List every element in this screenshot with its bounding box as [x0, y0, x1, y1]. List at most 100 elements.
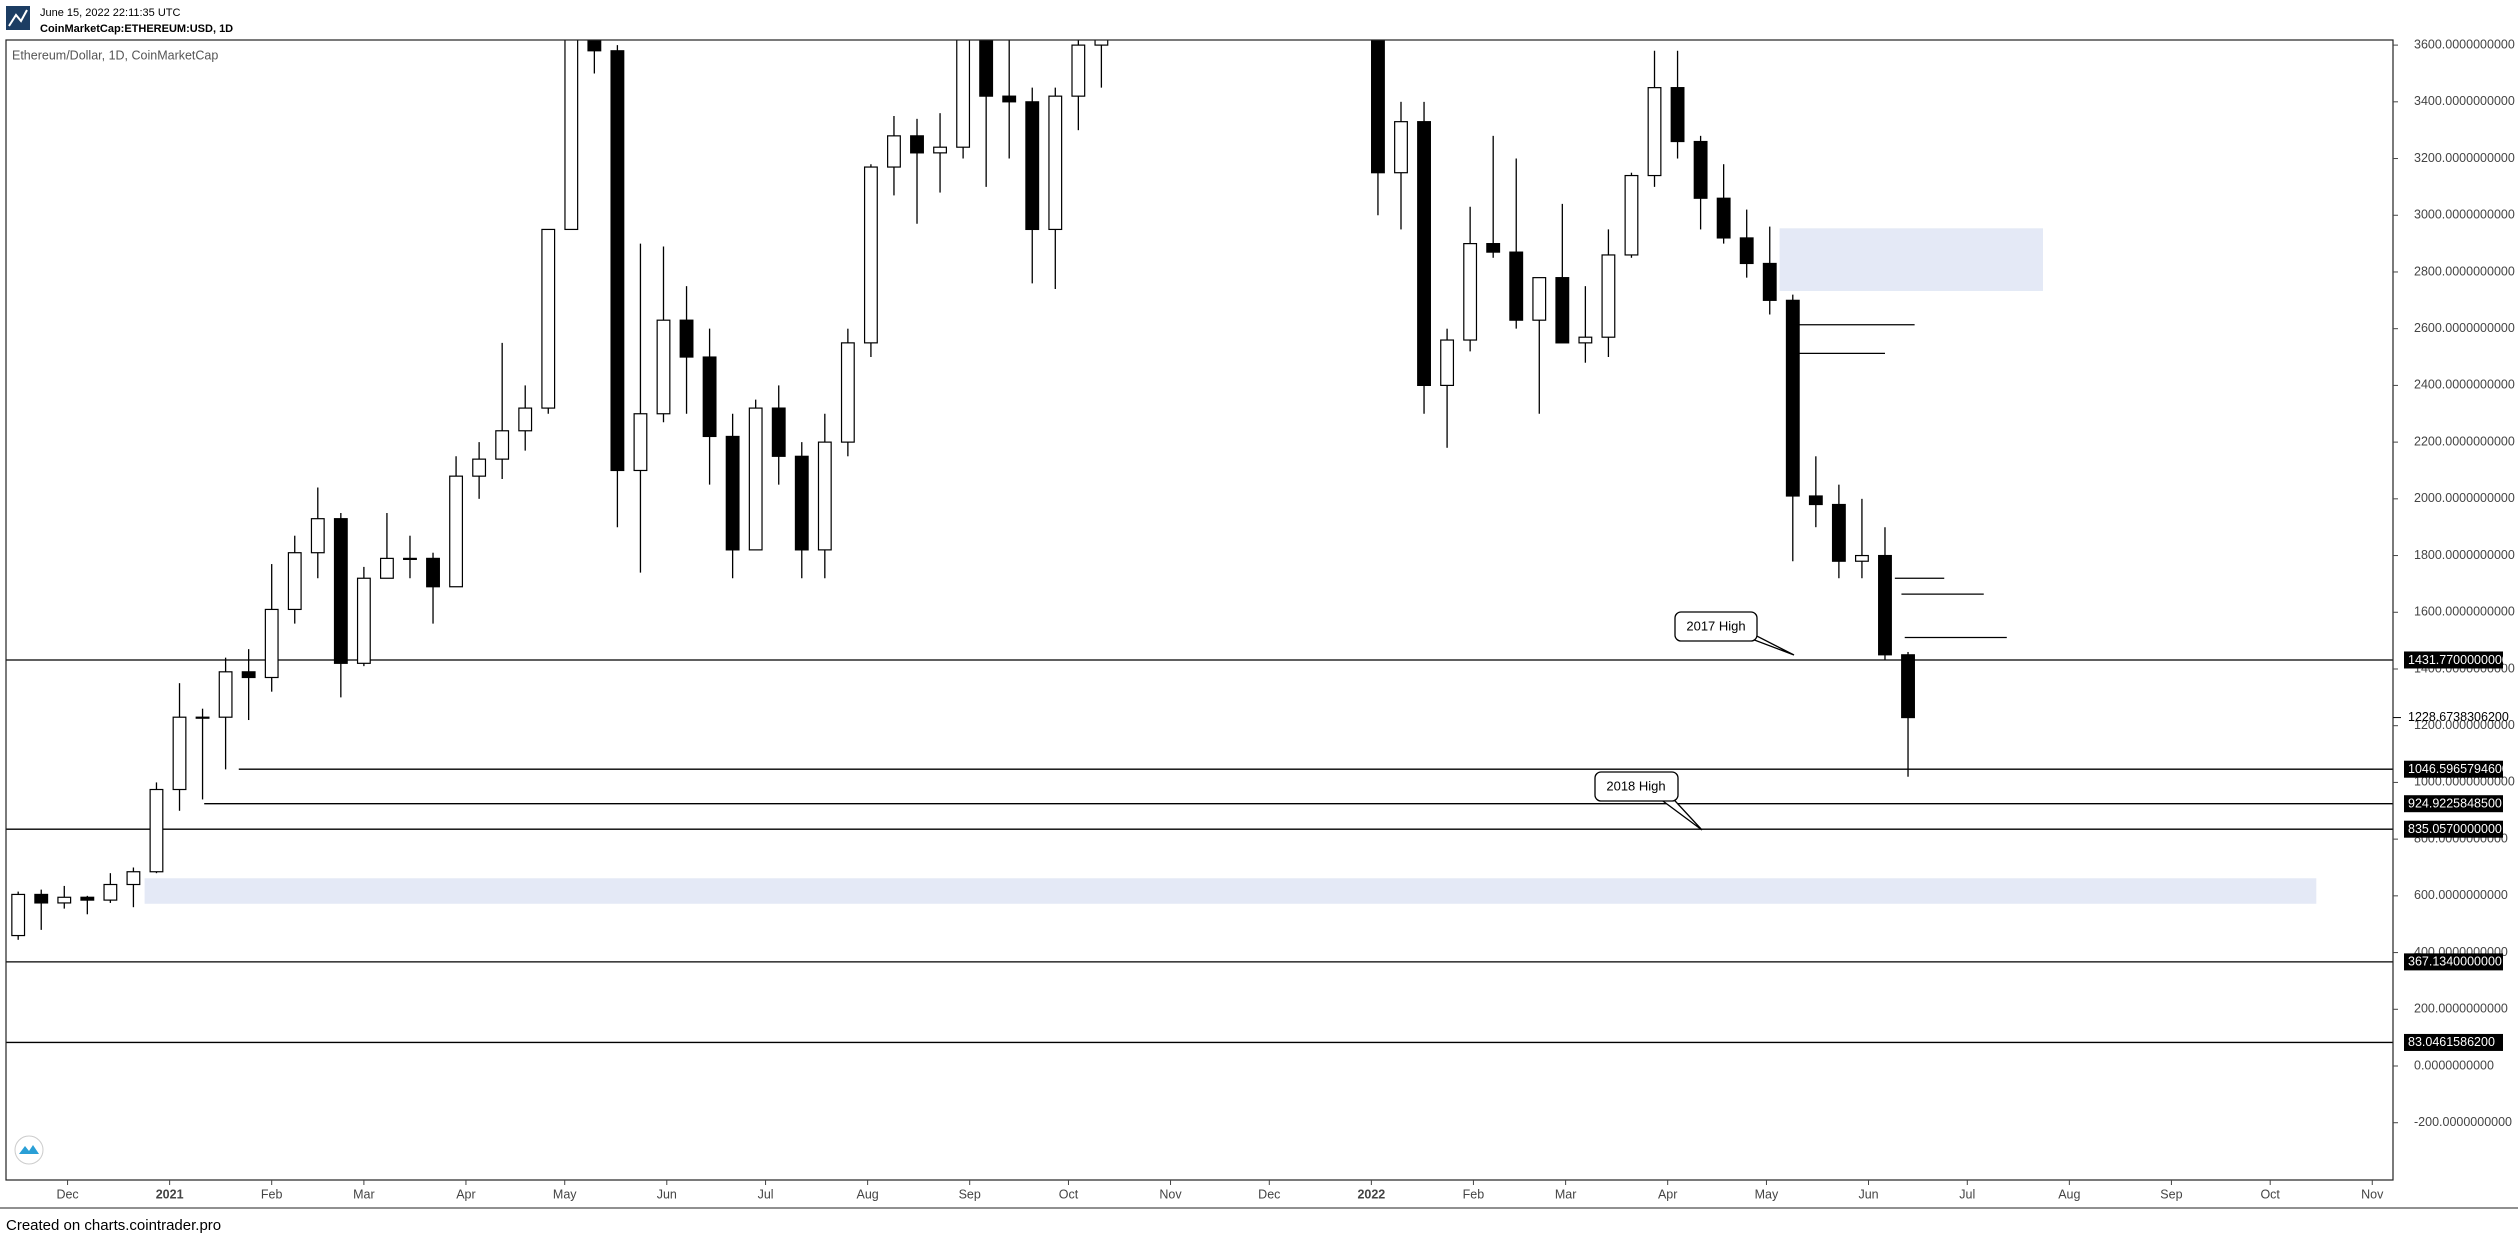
- y-tick-label: 2600.0000000000: [2414, 321, 2515, 335]
- candle-body: [1002, 95, 1017, 103]
- x-tick-label: Feb: [1463, 1187, 1485, 1201]
- candle-body: [817, 441, 832, 551]
- candle-body: [748, 407, 763, 551]
- callout-2017: 2017 High: [1674, 611, 1795, 656]
- x-tick-label: Jun: [657, 1187, 677, 1201]
- candle-body: [656, 319, 671, 415]
- level-label-box: [2404, 795, 2503, 813]
- candle-body: [1555, 277, 1570, 344]
- candle-body: [34, 893, 49, 904]
- candle-body: [1394, 121, 1408, 174]
- candle-body: [1025, 101, 1040, 231]
- y-tick-label: 1600.0000000000: [2414, 605, 2515, 619]
- candle-body: [472, 458, 487, 477]
- x-tick-label: Jun: [1858, 1187, 1878, 1201]
- level-label: 1431.7700000000: [2408, 653, 2509, 667]
- watermark-icon: [19, 1145, 39, 1154]
- candle-body: [241, 671, 256, 679]
- callout-box: [1594, 771, 1679, 802]
- candle-body: [1440, 339, 1455, 387]
- x-tick-label: Oct: [2260, 1187, 2280, 1201]
- candle-body: [1739, 237, 1754, 265]
- last-price-label: 1228.6738306200: [2408, 710, 2509, 724]
- x-tick-label: 2021: [156, 1187, 184, 1201]
- candle-body: [1463, 243, 1478, 341]
- candle-body: [910, 135, 924, 154]
- plot-border: [5, 39, 2394, 1181]
- x-tick-label: Mar: [353, 1187, 375, 1201]
- x-tick-label: May: [1755, 1187, 1779, 1201]
- candle-body: [771, 407, 786, 457]
- candle-body: [379, 557, 394, 579]
- candle-body: [610, 50, 625, 472]
- candle-body: [518, 407, 533, 432]
- candle-body: [863, 166, 878, 344]
- plot-area: [6, 40, 2393, 1044]
- candle-body: [1693, 140, 1708, 199]
- x-tick-label: Feb: [261, 1187, 283, 1201]
- candle-body: [633, 413, 648, 472]
- x-tick-label: Nov: [2361, 1187, 2384, 1201]
- x-tick-label: 2022: [1357, 1187, 1385, 1201]
- x-tick-label: Jul: [1959, 1187, 1975, 1201]
- x-tick-label: Mar: [1555, 1187, 1577, 1201]
- y-tick-label: 0.0000000000: [2414, 1058, 2494, 1072]
- zone: [144, 878, 2317, 904]
- candle-body: [587, 40, 602, 52]
- candle-body: [1371, 40, 1385, 174]
- x-tick-label: Sep: [2160, 1187, 2182, 1201]
- candle-body: [1624, 174, 1639, 256]
- logo-icon: [8, 9, 28, 27]
- y-tick-label: 3400.0000000000: [2414, 94, 2515, 108]
- x-tick-label: Oct: [1059, 1187, 1079, 1201]
- candle-body: [310, 518, 325, 554]
- candle-body: [1785, 299, 1800, 497]
- y-tick-label: 2200.0000000000: [2414, 434, 2515, 448]
- candle-body: [1831, 503, 1846, 562]
- x-tick-label: Nov: [1159, 1187, 1182, 1201]
- y-tick-label: 3200.0000000000: [2414, 151, 2515, 165]
- candle-body: [794, 455, 809, 551]
- candle-body: [1762, 262, 1777, 301]
- candle-body: [1878, 554, 1892, 656]
- x-tick-label: Jul: [758, 1187, 774, 1201]
- x-tick-label: Sep: [959, 1187, 981, 1201]
- candle-body: [103, 883, 118, 901]
- candle-body: [80, 896, 95, 901]
- timestamp: June 15, 2022 22:11:35 UTC: [40, 7, 181, 19]
- candle-body: [403, 557, 417, 560]
- candle-body: [1094, 40, 1109, 46]
- y-tick-label: 2800.0000000000: [2414, 264, 2515, 278]
- candle-body: [1647, 87, 1662, 177]
- y-tick-label: 3600.0000000000: [2414, 37, 2515, 51]
- candle-body: [887, 135, 901, 168]
- candle-body: [1486, 243, 1501, 253]
- candle-body: [979, 40, 994, 97]
- candle-body: [1417, 121, 1431, 387]
- x-tick-label: Apr: [1658, 1187, 1677, 1201]
- x-tick-label: Dec: [1258, 1187, 1280, 1201]
- y-tick-label: 600.0000000000: [2414, 888, 2508, 902]
- candle-body: [1509, 251, 1524, 321]
- level-label-box: [2404, 953, 2503, 971]
- y-tick-label: 1000.0000000000: [2414, 775, 2515, 789]
- candle-body: [1716, 197, 1731, 239]
- x-tick-label: Aug: [2058, 1187, 2080, 1201]
- candle-body: [218, 671, 233, 718]
- candle-body: [679, 319, 694, 358]
- candle-body: [725, 435, 740, 551]
- y-tick-label: 2000.0000000000: [2414, 491, 2515, 505]
- level-label: 1046.5965794600: [2408, 762, 2509, 776]
- candle-body: [495, 430, 510, 460]
- plot-clip: [6, 40, 2393, 1044]
- annotation: 2017 High: [1686, 618, 1745, 633]
- symbol: CoinMarketCap:ETHEREUM:USD, 1D: [40, 23, 233, 35]
- candle-body: [264, 608, 279, 679]
- candle-body: [195, 716, 210, 719]
- watermark-logo: [14, 1135, 44, 1165]
- y-tick-label: 1800.0000000000: [2414, 548, 2515, 562]
- candle-body: [933, 146, 947, 154]
- candle-body: [1854, 554, 1869, 562]
